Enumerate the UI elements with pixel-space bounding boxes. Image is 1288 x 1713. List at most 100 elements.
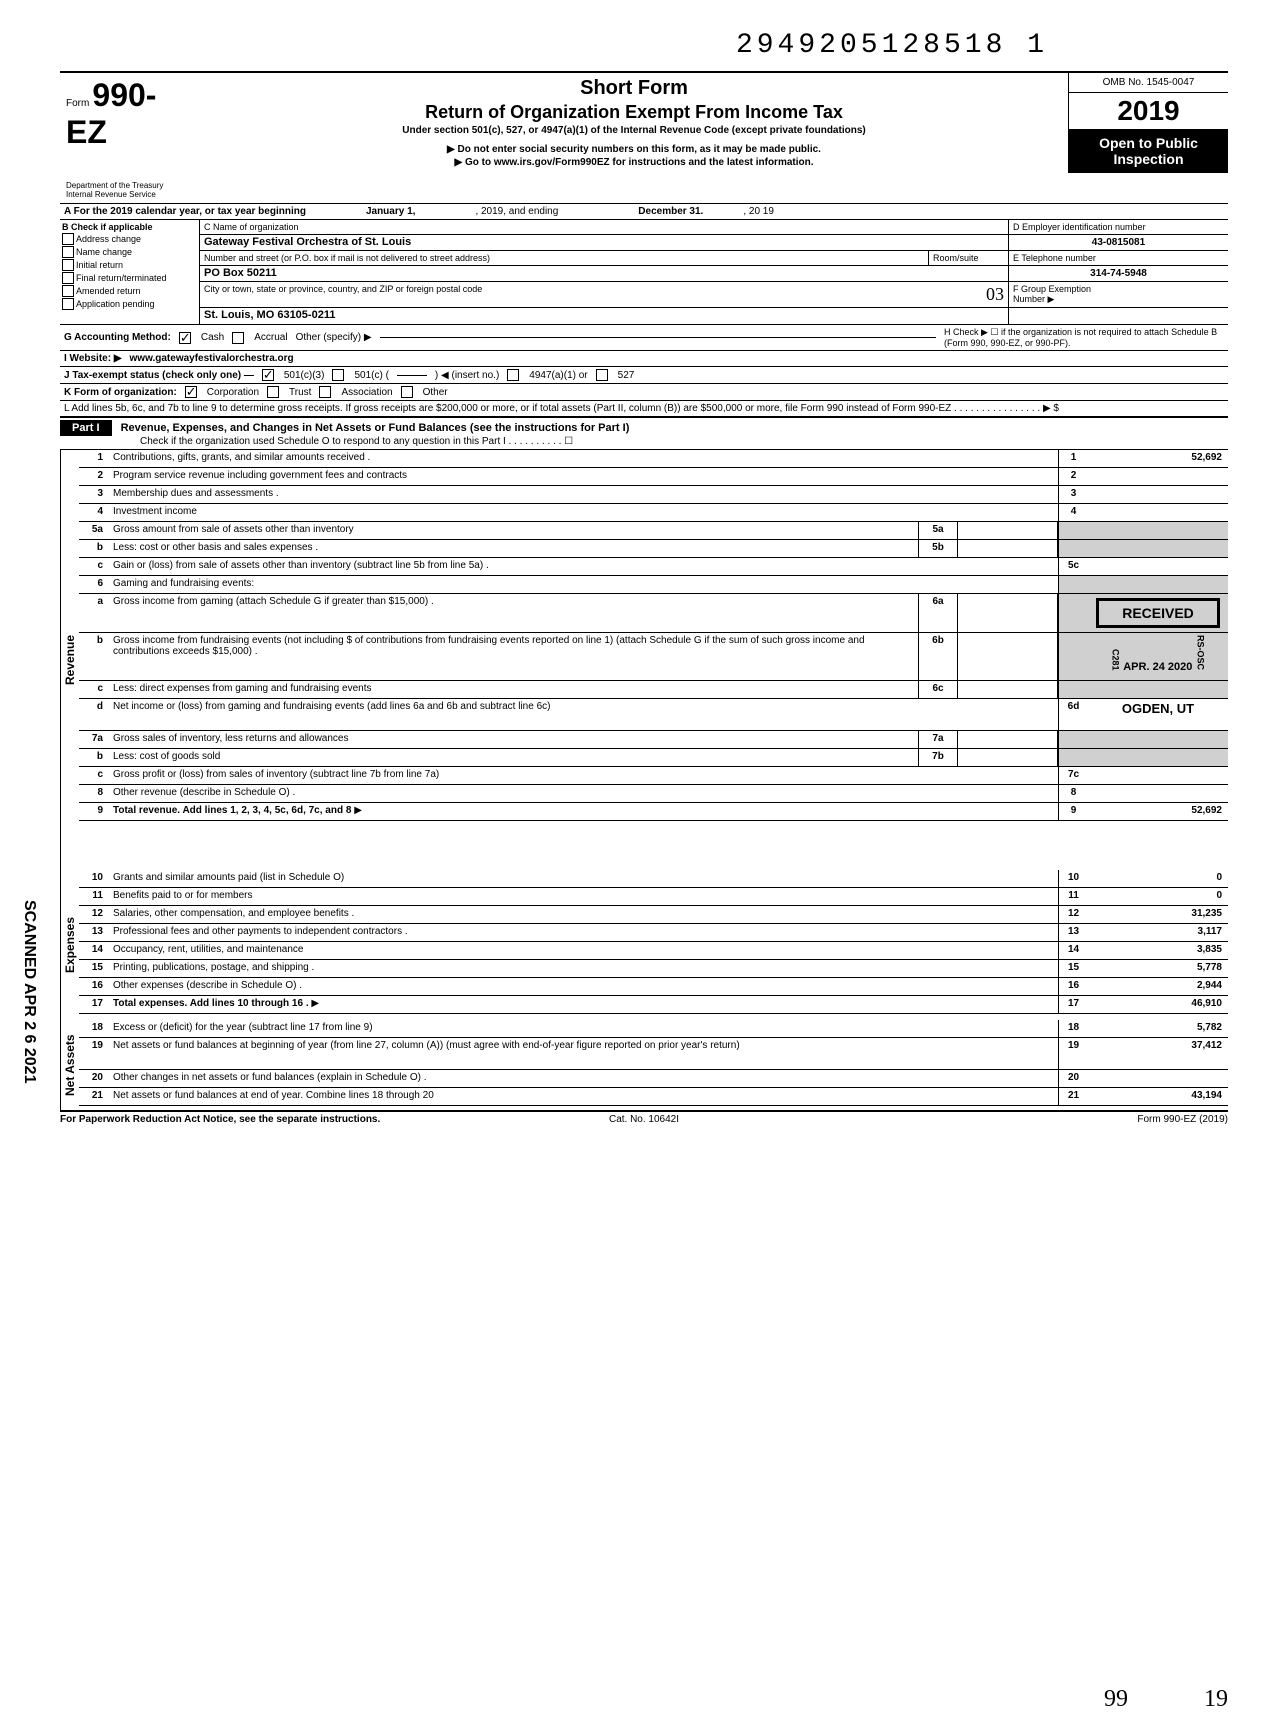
netassets-label: Net Assets	[60, 1020, 79, 1110]
stamp-date: APR. 24 2020	[1123, 661, 1192, 673]
h-text: H Check ▶ ☐ if the organization is not r…	[944, 327, 1224, 348]
section-b: B Check if applicable Address change Nam…	[60, 220, 200, 324]
line-10-desc: Grants and similar amounts paid (list in…	[109, 870, 1058, 887]
tax-year: 2019	[1069, 93, 1228, 129]
line-20-desc: Other changes in net assets or fund bala…	[109, 1070, 1058, 1087]
e-phone: 314-74-5948	[1009, 266, 1228, 282]
line-7b-desc: Less: cost of goods sold	[109, 749, 918, 766]
org-name: Gateway Festival Orchestra of St. Louis	[200, 235, 1008, 251]
line-8-desc: Other revenue (describe in Schedule O) .	[109, 785, 1058, 802]
line-5a-desc: Gross amount from sale of assets other t…	[109, 522, 918, 539]
form-note2: Go to www.irs.gov/Form990EZ for instruct…	[204, 157, 1064, 168]
b-item-5: Application pending	[76, 299, 155, 309]
open-public-badge: Open to Public Inspection	[1069, 129, 1228, 173]
g-other: Other (specify) ▶	[296, 332, 372, 343]
checkbox-4947[interactable]	[507, 369, 519, 381]
f-label: F Group ExemptionNumber ▶	[1009, 282, 1228, 308]
line-1-val: 52,692	[1088, 450, 1228, 467]
row-a-mid: , 2019, and ending	[475, 206, 558, 217]
line-5c-desc: Gain or (loss) from sale of assets other…	[109, 558, 1058, 575]
k-trust: Trust	[289, 387, 311, 398]
stamp-received-text: RECEIVED	[1107, 605, 1209, 621]
line-7c-val	[1088, 767, 1228, 784]
k-label: K Form of organization:	[64, 387, 177, 398]
line-5b-desc: Less: cost or other basis and sales expe…	[109, 540, 918, 557]
line-6d-desc: Net income or (loss) from gaming and fun…	[109, 699, 1058, 730]
j-501c3: 501(c)(3)	[284, 370, 325, 381]
checkbox-assoc[interactable]	[319, 386, 331, 398]
b-item-4: Amended return	[76, 286, 141, 296]
received-stamp: RECEIVED	[1096, 598, 1220, 628]
scanned-stamp: SCANNED APR 2 6 2021	[20, 900, 38, 1083]
irs-label: Internal Revenue Service	[66, 190, 194, 199]
checkbox-501c[interactable]	[332, 369, 344, 381]
form-title: Short Form	[204, 77, 1064, 100]
row-a-label: A For the 2019 calendar year, or tax yea…	[64, 206, 306, 217]
b-item-1: Name change	[76, 247, 132, 257]
org-street: PO Box 50211	[200, 266, 1008, 282]
stamp-code: C281	[1111, 649, 1121, 671]
dept-treasury: Department of the Treasury	[66, 181, 194, 190]
line-8-val	[1088, 785, 1228, 802]
checkbox-address-change[interactable]	[62, 233, 74, 245]
line-11-desc: Benefits paid to or for members	[109, 888, 1058, 905]
checkbox-corp[interactable]	[185, 386, 197, 398]
line-17-desc: Total expenses. Add lines 10 through 16 …	[113, 998, 309, 1009]
checkbox-501c3[interactable]	[262, 369, 274, 381]
line-15-val: 5,778	[1088, 960, 1228, 977]
part1-label: Part I	[60, 420, 112, 436]
part1-check: Check if the organization used Schedule …	[60, 436, 1228, 447]
row-a-begin: January 1,	[366, 206, 415, 217]
checkbox-527[interactable]	[596, 369, 608, 381]
omb-number: OMB No. 1545-0047	[1069, 73, 1228, 93]
checkbox-final-return[interactable]	[62, 272, 74, 284]
org-city: St. Louis, MO 63105-0211	[200, 308, 1008, 324]
line-19-desc: Net assets or fund balances at beginning…	[109, 1038, 1058, 1069]
line-2-desc: Program service revenue including govern…	[109, 468, 1058, 485]
d-ein: 43-0815081	[1009, 235, 1228, 251]
row-a-end-year: , 20 19	[743, 206, 774, 217]
line-13-val: 3,117	[1088, 924, 1228, 941]
handwritten-99: 99	[1104, 1686, 1128, 1713]
checkbox-app-pending[interactable]	[62, 298, 74, 310]
checkbox-name-change[interactable]	[62, 246, 74, 258]
line-6c-desc: Less: direct expenses from gaming and fu…	[109, 681, 918, 698]
l-text: L Add lines 5b, 6c, and 7b to line 9 to …	[64, 403, 1059, 414]
c-name-label: C Name of organization	[200, 220, 1008, 235]
form-header: Form 990-EZ Department of the Treasury I…	[60, 71, 1228, 204]
checkbox-other-org[interactable]	[401, 386, 413, 398]
checkbox-initial-return[interactable]	[62, 259, 74, 271]
line-2-val	[1088, 468, 1228, 485]
g-label: G Accounting Method:	[64, 332, 171, 343]
line-16-desc: Other expenses (describe in Schedule O) …	[109, 978, 1058, 995]
part1-title: Revenue, Expenses, and Changes in Net As…	[115, 420, 636, 436]
checkbox-amended[interactable]	[62, 285, 74, 297]
b-item-2: Initial return	[76, 260, 123, 270]
j-4947: 4947(a)(1) or	[529, 370, 587, 381]
j-insert: ) ◀ (insert no.)	[435, 370, 499, 381]
line-5c-val	[1088, 558, 1228, 575]
line-6-desc: Gaming and fundraising events:	[109, 576, 1058, 593]
e-label: E Telephone number	[1009, 251, 1228, 266]
line-4-val	[1088, 504, 1228, 521]
handwritten-19: 19	[1204, 1686, 1228, 1713]
checkbox-cash[interactable]	[179, 332, 191, 344]
j-501c: 501(c) (	[354, 370, 388, 381]
checkbox-trust[interactable]	[267, 386, 279, 398]
checkbox-accrual[interactable]	[232, 332, 244, 344]
line-13-desc: Professional fees and other payments to …	[109, 924, 1058, 941]
line-1-desc: Contributions, gifts, grants, and simila…	[109, 450, 1058, 467]
line-20-val	[1088, 1070, 1228, 1087]
b-item-0: Address change	[76, 234, 141, 244]
i-website: www.gatewayfestivalorchestra.org	[130, 353, 294, 364]
line-11-val: 0	[1088, 888, 1228, 905]
line-3-val	[1088, 486, 1228, 503]
form-subtitle: Return of Organization Exempt From Incom…	[204, 102, 1064, 123]
line-4-desc: Investment income	[109, 504, 1058, 521]
c-street-label: Number and street (or P.O. box if mail i…	[200, 251, 928, 266]
line-3-desc: Membership dues and assessments .	[109, 486, 1058, 503]
footer-cat: Cat. No. 10642I	[449, 1114, 838, 1125]
line-6a-desc: Gross income from gaming (attach Schedul…	[109, 594, 918, 632]
g-accrual: Accrual	[254, 332, 287, 343]
line-14-val: 3,835	[1088, 942, 1228, 959]
